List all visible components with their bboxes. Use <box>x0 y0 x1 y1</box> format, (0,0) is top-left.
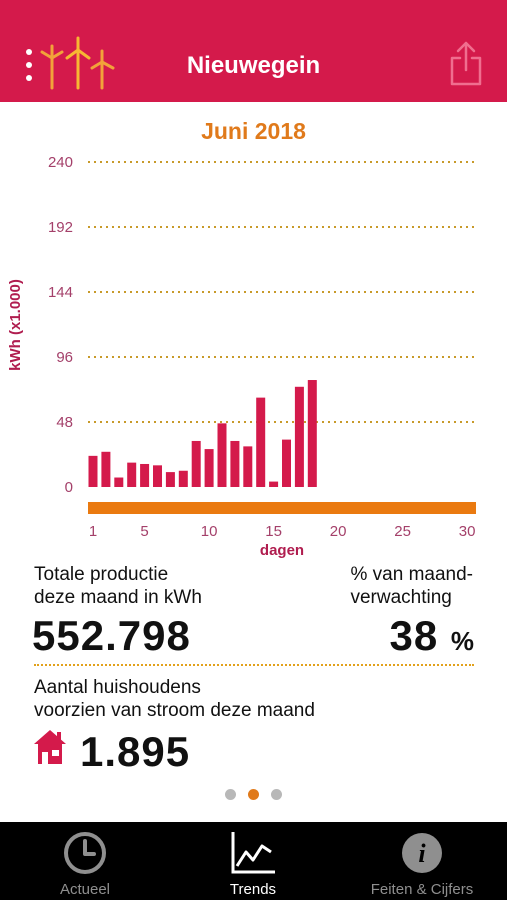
bar <box>204 449 214 487</box>
x-tick-label: 5 <box>140 523 148 540</box>
wind-turbines-logo-icon <box>40 36 115 90</box>
menu-icon[interactable] <box>22 47 40 87</box>
divider <box>34 664 474 666</box>
tab-actueel[interactable]: Actueel <box>20 822 150 900</box>
page-dot-1[interactable] <box>225 789 236 800</box>
x-tick-label: 1 <box>89 523 97 540</box>
house-icon <box>34 730 66 764</box>
bar <box>269 481 279 487</box>
x-tick-label: 25 <box>394 523 411 540</box>
share-icon[interactable] <box>448 40 484 88</box>
bar <box>153 465 162 487</box>
bar <box>178 470 188 487</box>
tab-trends[interactable]: Trends <box>188 822 318 900</box>
tab-bar: Actueel Trends i Feiten & Cijfers <box>0 822 507 900</box>
x-tick-label: 20 <box>330 523 347 540</box>
bar <box>101 451 111 487</box>
expectation-value: 38 % <box>389 612 475 660</box>
households-label: Aantal huishoudens voorzien van stroom d… <box>34 677 315 721</box>
y-tick-label: 240 <box>48 154 73 171</box>
info-icon: i <box>402 833 442 873</box>
bar <box>127 462 137 487</box>
tab-feiten-cijfers[interactable]: i Feiten & Cijfers <box>352 822 492 900</box>
y-tick-label: 0 <box>65 479 73 496</box>
tab-label: Feiten & Cijfers <box>370 881 474 898</box>
expectation-number: 38 <box>389 612 439 659</box>
bar <box>165 472 175 487</box>
bar <box>282 439 291 487</box>
tab-label: Actueel <box>59 881 111 898</box>
page-indicator[interactable] <box>0 787 507 805</box>
bar <box>140 463 150 487</box>
y-tick-label: 48 <box>56 414 73 431</box>
page-title: Nieuwegein <box>186 52 321 79</box>
production-label: Totale productie deze maand in kWh <box>34 564 202 608</box>
bar <box>88 455 98 487</box>
x-tick-label: 10 <box>201 523 218 540</box>
expectation-label: % van maand- verwachting <box>350 564 473 608</box>
app-header: Nieuwegein <box>0 0 507 102</box>
bar <box>294 386 304 487</box>
y-tick-label: 144 <box>48 284 73 301</box>
production-value: 552.798 <box>32 612 191 659</box>
bar <box>307 380 317 487</box>
svg-text:i: i <box>418 839 426 868</box>
bar <box>217 423 227 487</box>
bar <box>191 440 201 487</box>
page-dot-3[interactable] <box>271 789 282 800</box>
chart-title: Juni 2018 <box>201 118 306 144</box>
x-axis-label: dagen <box>260 542 304 559</box>
percent-unit: % <box>450 626 475 656</box>
chart-line-icon <box>231 832 275 874</box>
bar <box>230 440 240 487</box>
x-tick-label: 15 <box>265 523 282 540</box>
bar <box>243 446 253 487</box>
bar <box>256 397 266 487</box>
page-dot-2[interactable] <box>248 789 259 800</box>
clock-icon <box>64 832 106 874</box>
tab-label: Trends <box>229 881 277 898</box>
x-tick-label: 30 <box>459 523 476 540</box>
households-value: 1.895 <box>80 728 191 775</box>
y-tick-label: 192 <box>48 219 73 236</box>
x-axis-band <box>88 502 476 514</box>
bar <box>114 477 124 487</box>
y-tick-label: 96 <box>56 349 73 366</box>
y-axis-label: kWh (x1.000) <box>7 279 24 371</box>
